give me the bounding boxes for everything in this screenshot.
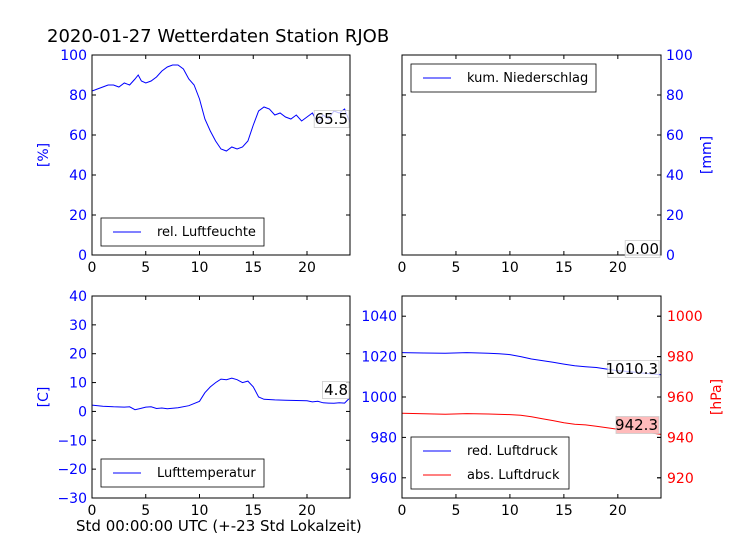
x-tick-label: 10 [191,260,209,276]
y-tick-label: 20 [69,208,87,224]
x-axis-label: Std 00:00:00 UTC (+-23 Std Lokalzeit) [76,517,362,535]
legend-label: kum. Niederschlag [467,71,588,86]
current-value-precip: 0.00 [626,240,659,258]
y-axis-label: [C] [36,387,52,408]
y-tick-label: 60 [69,128,87,144]
x-tick-label: 0 [88,260,97,276]
y-tick-label: 980 [370,430,397,446]
y-tick-label: 100 [60,48,87,64]
y-right-tick-label: 980 [667,350,694,366]
x-tick-label: 0 [398,260,407,276]
series-line-humidity-0 [92,64,350,152]
x-tick-label: 5 [451,503,460,519]
x-tick-label: 15 [244,260,262,276]
legend-label: abs. Luftdruck [467,468,560,483]
y-tick-label: 1040 [361,309,397,325]
y-tick-label: −20 [57,462,87,478]
axes-frame-temperature [91,295,351,499]
current-value-temperature-box [321,381,350,399]
y-tick-label: 80 [69,88,87,104]
axes-frame-precipitation [401,54,662,256]
y-tick-label: 40 [69,289,87,305]
y-tick-label: 30 [69,318,87,334]
y-tick-label: 0 [666,248,675,264]
y-axis-label: [mm] [699,136,715,174]
x-tick-label: 10 [501,503,519,519]
y-tick-label: 40 [666,168,684,184]
y-tick-label: 20 [666,208,684,224]
chart-title: 2020-01-27 Wetterdaten Station RJOB [47,26,390,47]
panel-temperature: 0 5 10 15 20 −30 −20 −10 0 10 20 30 40 [C] Lufttempera… [36,289,351,519]
current-value-temperature: 4.8 [324,381,348,399]
legend-label: Lufttemperatur [157,466,256,481]
y-right-tick-label: 1000 [667,309,703,325]
current-value-humidity: 65.5 [315,110,348,128]
current-value-absolute-pressure: 942.3 [615,416,658,434]
y-tick-label: 0 [78,404,87,420]
x-tick-label: 5 [141,503,150,519]
current-value-reduced-pressure: 1010.3 [606,360,659,378]
y-tick-label: 960 [370,471,397,487]
x-tick-label: 10 [191,503,209,519]
y-right-tick-label: 920 [667,471,694,487]
x-tick-label: 15 [555,503,573,519]
y-tick-label: 10 [69,376,87,392]
current-value-absolute-pressure-box [615,416,660,434]
y-tick-label: 0 [78,248,87,264]
y-tick-label: −30 [57,491,87,507]
y-tick-label: −10 [57,433,87,449]
panel-humidity: 0 5 10 15 20 0 20 40 60 80 100 [%] rel. Luftfeuchte 6… [36,48,351,276]
y-axis-label: [%] [36,143,52,167]
x-tick-label: 20 [609,260,627,276]
series-line-temperature-0 [92,377,350,411]
current-value-reduced-pressure-box [607,360,660,378]
x-tick-label: 10 [501,260,519,276]
axes-frame-humidity [91,54,351,256]
panel-pressure: 0 5 10 15 20 960 980 1000 1020 1040 920 940 960 980 10… [361,295,725,519]
y-tick-label: 80 [666,88,684,104]
current-value-precip-box [624,240,661,258]
y-tick-label: 1000 [361,390,397,406]
current-value-humidity-box [313,110,350,128]
legend-label: red. Luftdruck [467,444,558,459]
x-tick-label: 20 [298,503,316,519]
legend-box-pressure [410,436,570,490]
x-tick-label: 20 [298,260,316,276]
x-tick-label: 5 [141,260,150,276]
panel-precipitation: 0 5 10 15 20 0 20 40 60 80 100 [mm] kum. Niederschla… [398,48,715,276]
legend-label: rel. Luftfeuchte [157,225,256,240]
x-tick-label: 0 [88,503,97,519]
y-right-tick-label: 960 [667,390,694,406]
x-tick-label: 5 [451,260,460,276]
y-right-tick-label: 940 [667,430,694,446]
x-tick-label: 20 [609,503,627,519]
x-tick-label: 15 [244,503,262,519]
y-tick-label: 100 [666,48,693,64]
x-tick-label: 0 [398,503,407,519]
y-tick-label: 60 [666,128,684,144]
y-axis-label: [hPa] [709,379,725,415]
y-tick-label: 1020 [361,350,397,366]
x-tick-label: 15 [555,260,573,276]
y-tick-label: 40 [69,168,87,184]
y-tick-label: 20 [69,347,87,363]
